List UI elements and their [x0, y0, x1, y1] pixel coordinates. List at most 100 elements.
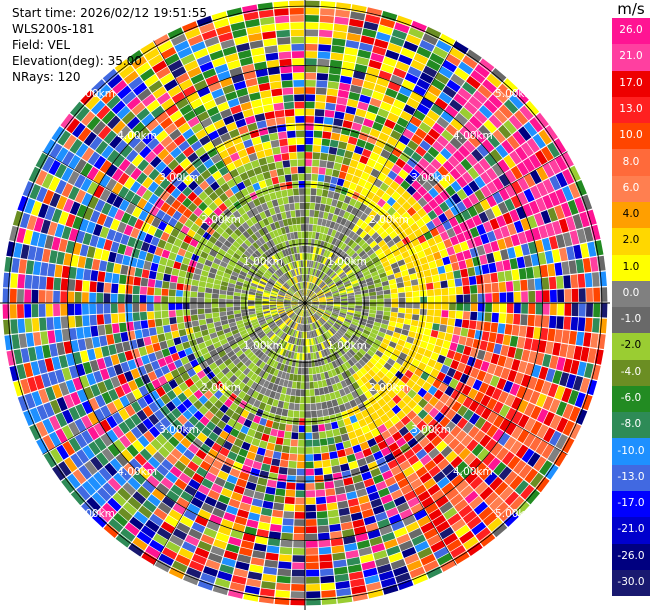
radar-gate	[142, 480, 156, 494]
radar-gate	[276, 269, 283, 277]
radar-gate	[316, 503, 327, 512]
radar-gate	[329, 59, 343, 68]
radar-gate	[434, 309, 442, 317]
radar-gate	[353, 313, 361, 318]
radar-gate	[407, 140, 419, 151]
radar-gate	[352, 373, 360, 381]
radar-gate	[575, 259, 585, 274]
radar-gate	[320, 394, 326, 403]
radar-gate	[271, 176, 279, 185]
radar-gate	[499, 486, 514, 501]
radar-gate	[296, 475, 305, 483]
radar-gate	[17, 195, 29, 212]
radar-gate	[441, 310, 449, 318]
radar-gate	[305, 159, 312, 167]
radar-gate	[340, 326, 347, 333]
radar-gate	[307, 309, 310, 317]
radar-gate	[93, 170, 105, 184]
radar-gate	[312, 159, 320, 167]
radar-gate	[305, 301, 312, 303]
radar-gate	[346, 393, 354, 402]
radar-gate	[213, 207, 223, 217]
radar-gate	[300, 338, 304, 346]
radar-gate	[289, 203, 295, 211]
radar-gate	[498, 104, 513, 119]
radar-gate	[247, 85, 260, 94]
radar-gate	[323, 266, 329, 273]
radar-gate	[401, 250, 410, 259]
radar-gate	[391, 307, 399, 313]
radar-gate	[396, 196, 407, 206]
radar-gate	[341, 345, 348, 353]
radar-gate	[249, 316, 257, 321]
radar-gate	[297, 461, 305, 469]
radar-gate	[362, 296, 370, 300]
radar-gate	[274, 317, 281, 323]
radar-gate	[164, 53, 180, 66]
radar-gate	[277, 279, 284, 285]
radar-gate	[401, 190, 412, 201]
radar-gate	[336, 200, 344, 209]
radar-gate	[339, 514, 352, 524]
radar-gate	[275, 488, 286, 497]
radar-gate	[337, 241, 344, 249]
radar-gate	[559, 247, 568, 262]
radar-gate	[516, 161, 529, 176]
radar-gate	[179, 104, 193, 116]
radar-gate	[239, 56, 253, 67]
radar-gate	[157, 239, 167, 249]
radar-gate	[434, 400, 445, 411]
radar-gate	[343, 417, 352, 426]
radar-gate	[491, 68, 507, 83]
radar-gate	[124, 350, 134, 361]
radar-gate	[296, 283, 300, 290]
radar-gate	[336, 258, 343, 266]
radar-gate	[258, 267, 266, 274]
radar-gate	[277, 297, 284, 300]
radar-gate	[162, 496, 176, 509]
radar-gate	[440, 110, 454, 123]
radar-gate	[363, 118, 374, 128]
radar-gate	[290, 269, 295, 277]
radar-gate	[379, 525, 393, 536]
radar-gate	[239, 329, 248, 336]
radar-gate	[527, 215, 538, 229]
radar-gate	[305, 217, 310, 224]
radar-gate	[279, 58, 292, 67]
radar-gate	[283, 511, 295, 519]
radar-gate	[120, 528, 136, 542]
radar-gate	[36, 186, 48, 203]
radar-gate	[321, 316, 327, 322]
radar-gate	[350, 336, 357, 344]
radar-gate	[166, 206, 177, 217]
radar-gate	[306, 547, 319, 555]
radar-gate	[373, 550, 388, 560]
radar-gate	[126, 149, 139, 163]
radar-gate	[388, 321, 397, 327]
radar-gate	[49, 250, 58, 264]
radar-gate	[276, 29, 290, 38]
radar-gate	[425, 322, 433, 330]
radar-gate	[403, 318, 412, 325]
radar-gate	[200, 347, 209, 356]
radar-gate	[508, 115, 523, 130]
radar-gate	[60, 113, 75, 130]
radar-gate	[522, 388, 534, 402]
radar-gate	[280, 313, 287, 319]
radar-gate	[355, 341, 363, 348]
radar-gate	[541, 277, 550, 290]
radar-gate	[344, 150, 354, 159]
radar-gate	[383, 142, 395, 153]
radar-gate	[285, 295, 292, 299]
radar-gate	[353, 343, 361, 351]
radar-gate	[301, 289, 304, 296]
radar-gate	[354, 481, 365, 491]
radar-gate	[251, 334, 259, 341]
radar-gate	[312, 152, 321, 160]
radar-gate	[192, 438, 204, 449]
radar-gate	[305, 303, 307, 310]
radar-gate	[398, 54, 413, 66]
radar-gate	[334, 322, 341, 328]
radar-gate	[309, 308, 314, 315]
radar-gate	[326, 305, 334, 308]
